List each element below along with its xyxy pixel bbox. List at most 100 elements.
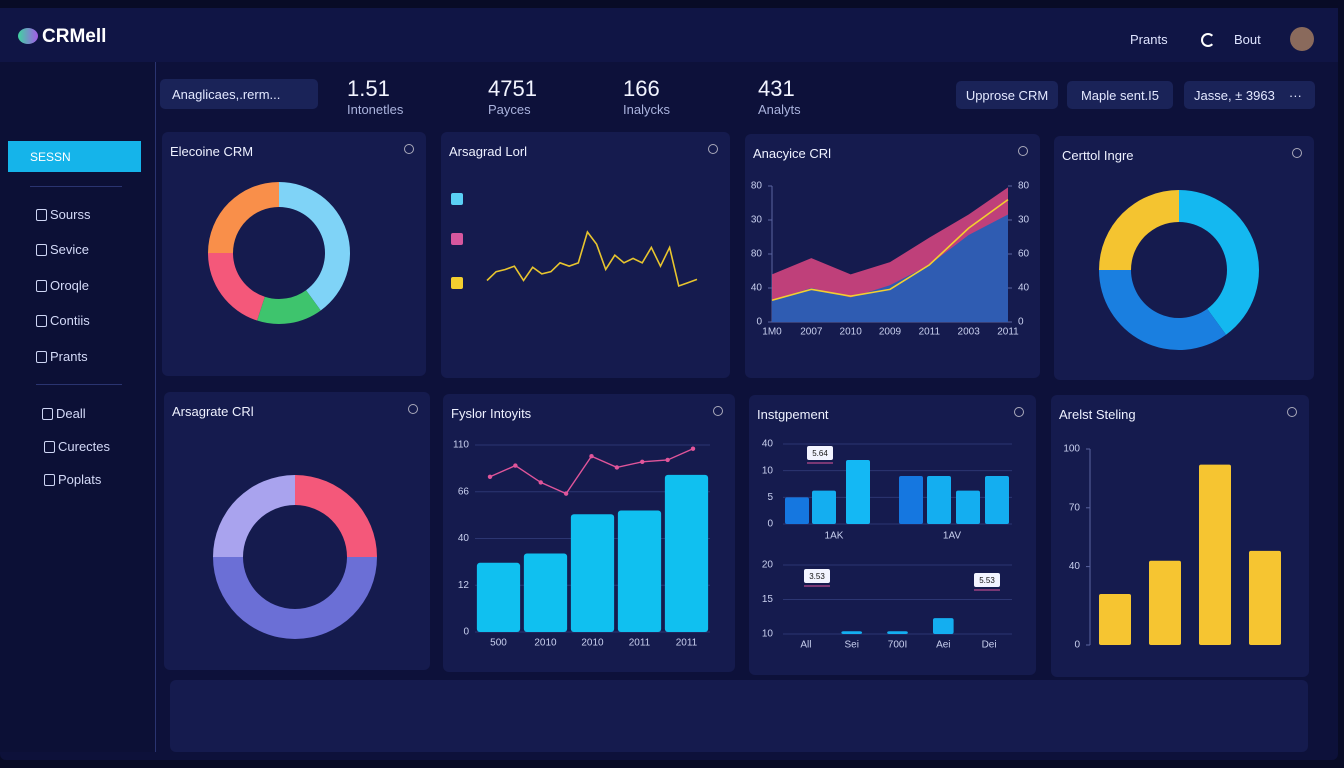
logo-icon <box>18 28 38 44</box>
y-tick-label: 110 <box>453 440 469 451</box>
donut-segment <box>213 475 295 557</box>
panel-title: Fyslor Intoyits <box>451 406 532 421</box>
x-tick-label: 2011 <box>629 638 651 649</box>
y-tick-label: 10 <box>762 629 774 640</box>
bar <box>1149 560 1181 645</box>
y-tick-label: 0 <box>767 519 773 530</box>
group-label: 1AV <box>943 531 961 542</box>
line-point <box>513 463 518 468</box>
line-point <box>614 465 620 470</box>
panel-title: Elecoine CRM <box>170 144 254 159</box>
sidebar-item[interactable]: Poplats <box>44 472 101 487</box>
legend-swatch <box>451 233 463 245</box>
sidebar-item[interactable]: Sourss <box>36 207 90 222</box>
bar <box>846 460 870 524</box>
sidebar-item[interactable]: Prants <box>36 349 88 364</box>
donut-segment <box>257 290 321 324</box>
avatar[interactable] <box>1290 27 1314 51</box>
y-tick-label: 30 <box>1018 215 1030 226</box>
x-tick-label: Dei <box>982 640 997 651</box>
annotation: 3.53 <box>809 572 825 581</box>
y-tick-label: 40 <box>751 283 763 294</box>
x-tick-label: 2003 <box>958 327 981 338</box>
button[interactable]: Upprose CRM <box>956 81 1058 109</box>
area <box>772 214 1008 322</box>
panel-title: Arelst Steling <box>1059 407 1136 422</box>
divider <box>30 186 122 187</box>
x-tick-label: 2011 <box>997 327 1019 338</box>
bar <box>956 490 980 524</box>
y-tick-label: 80 <box>1018 181 1030 192</box>
y-tick-label: 15 <box>762 594 774 605</box>
bar <box>887 631 908 634</box>
donut-segment <box>213 557 377 639</box>
group-label: 1AK <box>825 531 844 542</box>
sidebar-item[interactable]: Curectes <box>44 439 110 454</box>
x-tick-label: 500 <box>490 638 507 649</box>
x-tick-label: Sei <box>844 640 858 651</box>
bar <box>570 514 615 632</box>
bar <box>1099 594 1131 645</box>
panel-title: Anacyice CRl <box>753 146 832 161</box>
line-point <box>665 457 670 463</box>
nav-icon[interactable] <box>1201 33 1215 47</box>
y-tick-label: 100 <box>1063 444 1080 455</box>
donut-segment <box>279 182 350 311</box>
donut-segment <box>1099 190 1179 270</box>
annotation-box <box>804 569 830 583</box>
y-tick-label: 10 <box>762 465 774 476</box>
annotation-box <box>974 573 1000 587</box>
bar <box>523 553 568 632</box>
y-tick-label: 0 <box>1018 317 1024 328</box>
line-point <box>589 454 594 459</box>
annotation: 5.53 <box>979 576 995 585</box>
y-tick-label: 0 <box>463 627 469 638</box>
x-tick-label: 1M0 <box>762 327 782 338</box>
y-tick-label: 0 <box>1074 640 1080 651</box>
x-tick-label: 700I <box>888 640 907 651</box>
panel-title: Instgpement <box>757 407 829 422</box>
x-tick-label: 2010 <box>581 638 604 649</box>
y-tick-label: 60 <box>1018 249 1030 260</box>
panel: Elecoine CRM <box>162 132 426 376</box>
sidebar: SESSN Sourss Sevice Oroqle Contiis Prant… <box>0 62 156 752</box>
donut-segment <box>1099 270 1227 351</box>
y-tick-label: 40 <box>1018 283 1030 294</box>
bar <box>617 510 662 632</box>
button[interactable]: Jasse, ± 3963 ··· <box>1184 81 1315 109</box>
line-point <box>538 480 543 485</box>
button[interactable]: Maple sent.I5 <box>1067 81 1173 109</box>
footer-panel <box>170 680 1308 752</box>
nav-link[interactable]: Prants <box>1130 32 1168 47</box>
donut-segment <box>295 475 377 557</box>
bar <box>785 497 809 524</box>
nav-link[interactable]: Bout <box>1234 32 1261 47</box>
y-tick-label: 40 <box>762 439 774 450</box>
dropdown[interactable]: Anaglicaes,.rerm... <box>160 79 318 109</box>
y-tick-label: 20 <box>762 560 774 571</box>
x-tick-label: 2011 <box>676 638 698 649</box>
sidebar-active[interactable]: SESSN <box>8 141 141 172</box>
y-tick-label: 80 <box>751 181 763 192</box>
donut-segment <box>208 182 279 253</box>
stat: 1.51 Intonetles <box>347 76 404 117</box>
sidebar-item[interactable]: Deall <box>42 406 86 421</box>
sidebar-item[interactable]: Oroqle <box>36 278 89 293</box>
panel: Arsagrad Lorl <box>441 132 730 378</box>
x-tick-label: Aei <box>936 640 950 651</box>
line <box>771 198 1009 302</box>
sidebar-item[interactable]: Contiis <box>36 313 90 328</box>
bar <box>927 476 951 524</box>
annotation-box <box>807 446 833 460</box>
line <box>486 230 698 288</box>
line-point <box>690 446 696 451</box>
x-tick-label: 2009 <box>879 327 902 338</box>
x-tick-label: 2011 <box>919 327 941 338</box>
header: CRMell Prants Bout <box>0 8 1338 62</box>
sidebar-item[interactable]: Sevice <box>36 242 89 257</box>
donut-segment <box>208 253 265 321</box>
bar <box>841 631 863 634</box>
panel-title: Certtol Ingre <box>1062 148 1134 163</box>
